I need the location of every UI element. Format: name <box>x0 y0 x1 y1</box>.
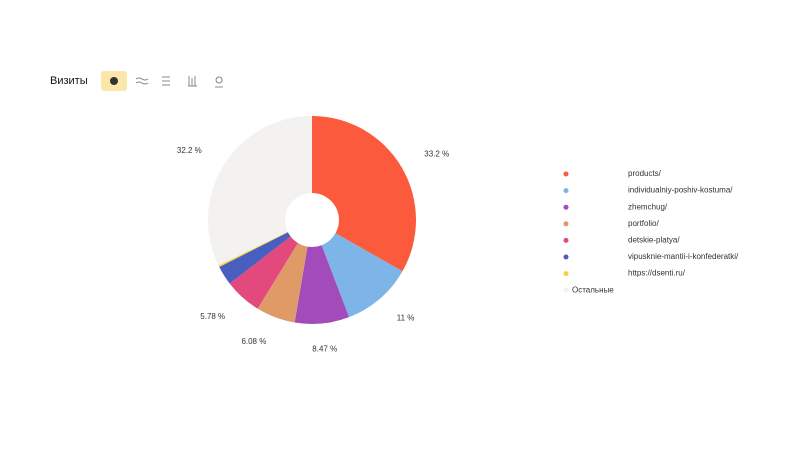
report-title: Визиты <box>50 75 88 87</box>
legend-marker <box>563 287 569 293</box>
pie-icon <box>110 77 118 85</box>
legend-marker <box>563 237 569 243</box>
pie-slice <box>321 233 403 318</box>
legend-label: products/ <box>628 169 662 178</box>
chart: 33.2 % 11 % 8.47 % 6.08 % 5.78 % 32.2 % produc… <box>177 116 739 353</box>
legend-marker <box>563 204 569 210</box>
legend-label: individualniy-poshiv-kostuma/ <box>628 186 733 195</box>
pie-slice <box>218 231 288 268</box>
pie-slice <box>257 243 308 323</box>
legend-marker <box>563 171 569 177</box>
slice-label: 32.2 % <box>177 146 202 155</box>
slice-label: 11 % <box>397 314 415 323</box>
legend-label: zhemchug/ <box>628 202 668 211</box>
legend-marker <box>563 271 569 277</box>
legend-label: https://dsenti.ru/ <box>628 269 686 278</box>
pie-slice <box>219 232 291 284</box>
slice-label: 5.78 % <box>200 312 225 321</box>
slice-label: 33.2 % <box>424 150 449 159</box>
slice-label: 6.08 % <box>241 337 266 346</box>
legend-marker <box>563 188 569 194</box>
map-view-button[interactable] <box>215 76 223 88</box>
legend-label: Остальные <box>572 285 614 294</box>
table-view-button[interactable] <box>162 76 170 86</box>
pie-slice <box>229 236 298 309</box>
pie-slice <box>294 245 350 324</box>
line-view-button[interactable] <box>135 77 149 85</box>
legend-marker <box>563 254 569 260</box>
slice-label: 8.47 % <box>312 344 337 353</box>
legend-label: portfolio/ <box>628 219 659 228</box>
legend-label: detskie-platya/ <box>628 236 680 245</box>
pie-slice <box>207 116 312 266</box>
legend-label: vipusknie-mantii-i-konfederatki/ <box>628 252 739 261</box>
bar-view-button[interactable] <box>188 76 197 87</box>
legend-marker <box>563 221 569 227</box>
pie-slice <box>312 116 417 272</box>
